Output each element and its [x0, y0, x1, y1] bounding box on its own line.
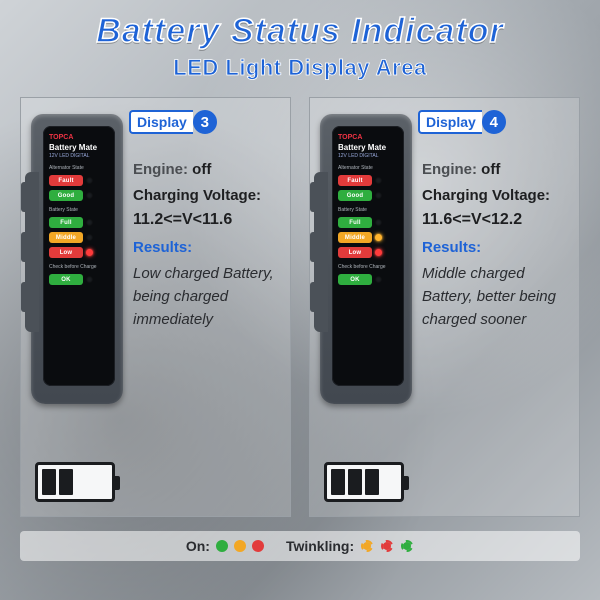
- tester-led-fault: [375, 177, 382, 184]
- tester-section-label: Alternator State: [338, 165, 398, 171]
- battery-bar: [331, 469, 345, 495]
- legend-twinkle-amber: [360, 539, 374, 553]
- tester-section-label: Battery State: [49, 207, 109, 213]
- tester-led-fault: [86, 177, 93, 184]
- battery-bar: [365, 469, 379, 495]
- tester-section-label: Check before Charge: [49, 264, 109, 270]
- display-label: Display: [418, 110, 482, 134]
- tester-led-ok: [86, 276, 93, 283]
- legend-twinkling: Twinkling:: [286, 538, 414, 554]
- voltage-range: 11.2<=V<11.6: [133, 211, 280, 229]
- tester-led-low: [86, 249, 93, 256]
- legend-dot-green: [216, 540, 228, 552]
- display-tag: Display 4: [418, 110, 569, 134]
- panel-info: Display 4 Engine: off Charging Voltage: …: [412, 108, 569, 506]
- panels-row: TOPCA Battery Mate 12V LED DIGITAL Altern…: [20, 97, 580, 517]
- tester-section-label: Check before Charge: [338, 264, 398, 270]
- tester-screen: TOPCA Battery Mate 12V LED DIGITAL Altern…: [43, 126, 115, 386]
- battery-icon: [324, 462, 404, 502]
- display-number: 4: [482, 110, 506, 134]
- panel-1: TOPCA Battery Mate 12V LED DIGITAL Altern…: [20, 97, 291, 517]
- legend-on: On:: [186, 538, 264, 554]
- tester-pill-full: Full: [338, 217, 372, 228]
- engine-line: Engine: off: [422, 160, 569, 180]
- tester-led-middle: [86, 234, 93, 241]
- tester-pill-good: Good: [338, 190, 372, 201]
- tester-pill-low: Low: [338, 247, 372, 258]
- tester-led-good: [375, 192, 382, 199]
- legend-on-label: On:: [186, 538, 210, 554]
- tester-device: TOPCA Battery Mate 12V LED DIGITAL Altern…: [31, 114, 123, 404]
- legend-dot-red: [252, 540, 264, 552]
- tester-pill-row: Fault: [49, 175, 109, 186]
- tester-pill-row: Low: [338, 247, 398, 258]
- engine-line: Engine: off: [133, 160, 280, 180]
- battery-bar: [348, 469, 362, 495]
- legend-twinkle-red: [380, 539, 394, 553]
- tester-pill-fault: Fault: [49, 175, 83, 186]
- cv-label: Charging Voltage:: [133, 186, 280, 206]
- tester-pill-row: Middle: [338, 232, 398, 243]
- tester-pill-full: Full: [49, 217, 83, 228]
- legend-twinkling-label: Twinkling:: [286, 538, 354, 554]
- legend-dot-amber: [234, 540, 246, 552]
- display-number: 3: [193, 110, 217, 134]
- results-body: Middle charged Battery, better being cha…: [422, 262, 569, 332]
- tester-brand: TOPCA: [338, 134, 398, 141]
- tester-model: Battery Mate: [338, 143, 398, 152]
- panel-info: Display 3 Engine: off Charging Voltage: …: [123, 108, 280, 506]
- display-label: Display: [129, 110, 193, 134]
- tester-pill-row: Good: [49, 190, 109, 201]
- tester-device: TOPCA Battery Mate 12V LED DIGITAL Altern…: [320, 114, 412, 404]
- tester-pill-row: OK: [338, 274, 398, 285]
- cv-label: Charging Voltage:: [422, 186, 569, 206]
- tester-pill-fault: Fault: [338, 175, 372, 186]
- tester-pill-row: Full: [338, 217, 398, 228]
- display-tag: Display 3: [129, 110, 280, 134]
- tester-pill-row: Low: [49, 247, 109, 258]
- tester-pill-row: Fault: [338, 175, 398, 186]
- tester-modelsub: 12V LED DIGITAL: [49, 153, 109, 159]
- tester-screen: TOPCA Battery Mate 12V LED DIGITAL Altern…: [332, 126, 404, 386]
- voltage-range: 11.6<=V<12.2: [422, 211, 569, 229]
- tester-pill-ok: OK: [49, 274, 83, 285]
- tester-led-full: [375, 219, 382, 226]
- battery-bar: [59, 469, 73, 495]
- tester-modelsub: 12V LED DIGITAL: [338, 153, 398, 159]
- results-body: Low charged Battery, being charged immed…: [133, 262, 280, 332]
- tester-pill-ok: OK: [338, 274, 372, 285]
- tester-led-ok: [375, 276, 382, 283]
- tester-led-low: [375, 249, 382, 256]
- legend-twinkle-green: [400, 539, 414, 553]
- legend-bar: On: Twinkling:: [20, 531, 580, 561]
- battery-bar: [42, 469, 56, 495]
- tester-led-full: [86, 219, 93, 226]
- tester-section-label: Battery State: [338, 207, 398, 213]
- tester-led-good: [86, 192, 93, 199]
- tester-pill-good: Good: [49, 190, 83, 201]
- tester-section-label: Alternator State: [49, 165, 109, 171]
- tester-pill-row: Middle: [49, 232, 109, 243]
- tester-brand: TOPCA: [49, 134, 109, 141]
- tester-pill-low: Low: [49, 247, 83, 258]
- tester-pill-middle: Middle: [338, 232, 372, 243]
- tester-pill-middle: Middle: [49, 232, 83, 243]
- panel-2: TOPCA Battery Mate 12V LED DIGITAL Altern…: [309, 97, 580, 517]
- results-label: Results:: [133, 239, 280, 256]
- tester-pill-row: OK: [49, 274, 109, 285]
- tester-model: Battery Mate: [49, 143, 109, 152]
- results-label: Results:: [422, 239, 569, 256]
- tester-pill-row: Full: [49, 217, 109, 228]
- page-subtitle: LED Light Display Area: [173, 55, 426, 81]
- tester-led-middle: [375, 234, 382, 241]
- battery-icon: [35, 462, 115, 502]
- tester-pill-row: Good: [338, 190, 398, 201]
- page-title: Battery Status Indicator: [96, 12, 504, 51]
